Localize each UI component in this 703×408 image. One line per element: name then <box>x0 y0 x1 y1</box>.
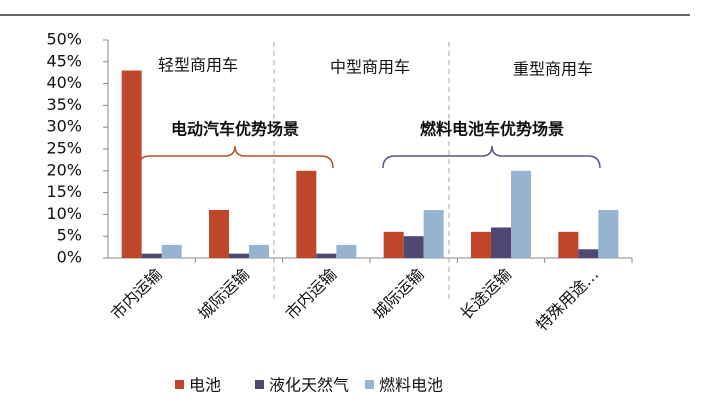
x-tick-label: 市内运输 <box>107 265 166 324</box>
annotation: 重型商用车 <box>513 60 593 79</box>
legend-label: 电池 <box>189 376 221 395</box>
bar <box>229 253 249 258</box>
y-tick-label: 50% <box>46 30 82 49</box>
bar <box>249 244 269 258</box>
bar <box>316 253 337 258</box>
legend-label: 燃料电池 <box>379 376 443 395</box>
bar <box>209 210 229 258</box>
x-tick-label: 特殊用途… <box>532 265 602 335</box>
bar <box>383 231 404 258</box>
annotation: 轻型商用车 <box>158 56 238 75</box>
y-tick-label: 40% <box>46 73 82 92</box>
bar <box>141 253 162 258</box>
legend-swatch <box>175 380 184 389</box>
bar <box>471 231 491 258</box>
bar <box>558 231 579 258</box>
y-tick-label: 0% <box>57 248 82 267</box>
x-tick-label: 长途运输 <box>456 265 515 324</box>
y-tick-label: 25% <box>46 139 82 158</box>
legend-label: 液化天然气 <box>269 376 349 395</box>
bar <box>423 210 444 258</box>
bar <box>511 170 531 258</box>
bar <box>121 70 142 259</box>
y-tick-label: 5% <box>57 226 82 245</box>
annotation: 中型商用车 <box>330 58 410 77</box>
bar <box>336 244 357 258</box>
y-tick-label: 45% <box>46 51 82 70</box>
y-tick-label: 30% <box>46 117 82 136</box>
x-tick-label: 市内运输 <box>282 265 341 324</box>
bar <box>161 244 182 258</box>
y-tick-label: 20% <box>46 160 82 179</box>
brace <box>137 145 334 169</box>
legend-swatch <box>255 380 264 389</box>
y-tick-label: 35% <box>46 95 82 114</box>
x-tick-label: 城际运输 <box>194 265 253 324</box>
annotation: 燃料电池车优势场景 <box>420 120 564 139</box>
y-tick-label: 10% <box>46 204 82 223</box>
brace <box>382 145 601 169</box>
bar <box>296 170 317 258</box>
bar <box>403 236 424 258</box>
legend-swatch <box>365 380 374 389</box>
bar <box>578 249 599 258</box>
x-tick-label: 城际运输 <box>369 265 428 324</box>
bar <box>491 227 511 258</box>
bar <box>598 210 619 258</box>
y-tick-label: 15% <box>46 182 82 201</box>
annotation: 电动汽车优势场景 <box>171 120 299 139</box>
